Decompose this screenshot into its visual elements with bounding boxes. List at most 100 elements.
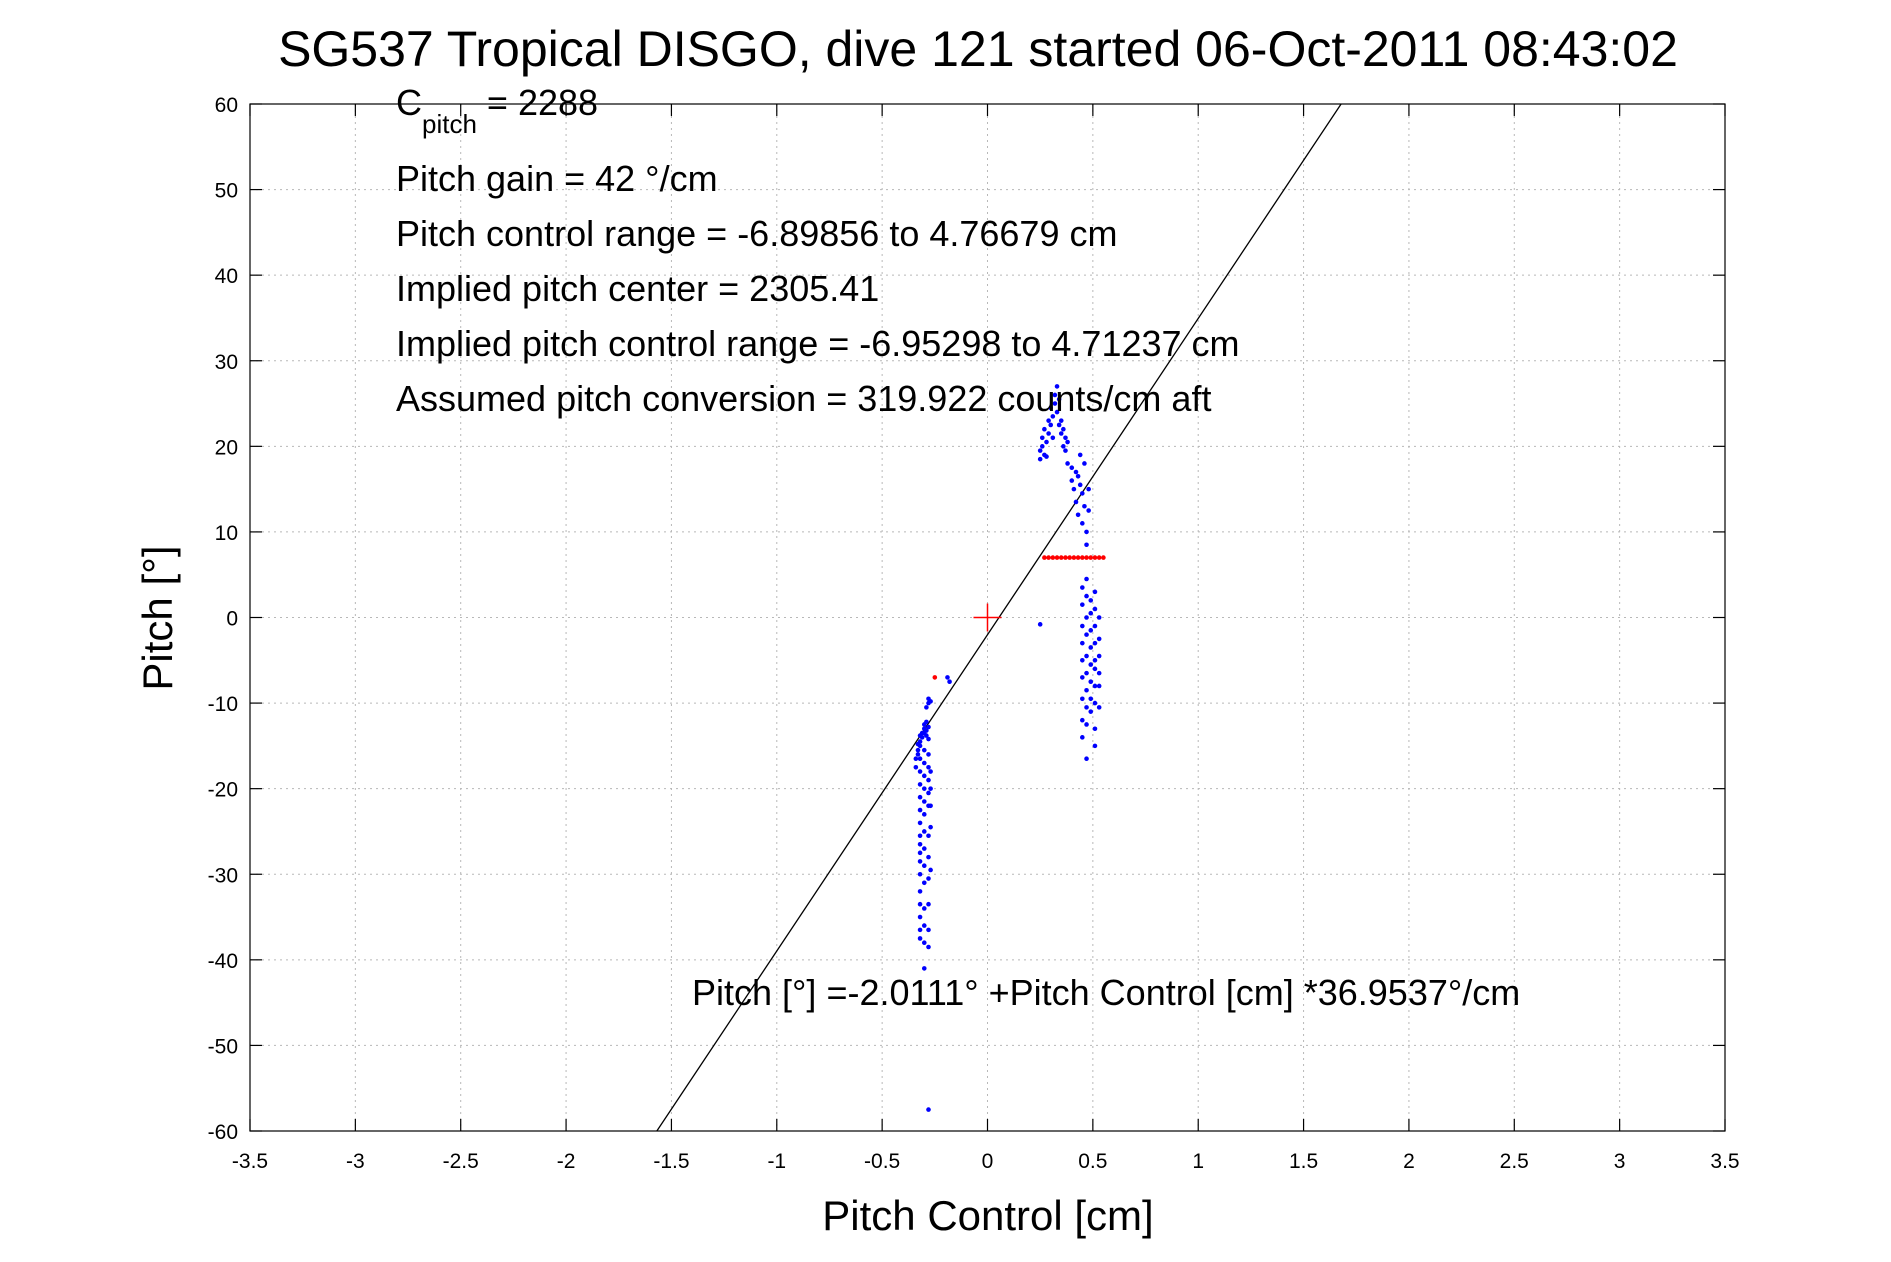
data-point [1067, 555, 1072, 560]
data-point [1046, 431, 1051, 436]
data-point [917, 936, 923, 941]
data-point [1054, 555, 1060, 560]
x-tick-label: 1 [1192, 1150, 1204, 1173]
y-tick-label: -50 [208, 1035, 238, 1058]
c-pitch-value: = 2288 [477, 82, 598, 123]
y-tick-labels: -60 -50 -40 -30 -20 -10 0 10 20 30 40 50 60 [208, 94, 238, 1144]
data-point [1042, 426, 1047, 432]
data-point [932, 675, 938, 680]
data-point [917, 914, 923, 920]
data-point [917, 794, 923, 800]
x-tick-label: -2 [557, 1150, 576, 1173]
y-tick-label: -40 [208, 950, 238, 973]
data-point [1080, 521, 1085, 526]
data-point [917, 782, 923, 787]
data-point [1082, 503, 1087, 509]
data-point [924, 733, 929, 738]
data-point [1092, 726, 1098, 732]
data-point [1065, 461, 1070, 466]
data-point [921, 880, 927, 886]
data-point [1075, 555, 1081, 560]
x-tick-label: 0 [982, 1150, 994, 1173]
data-point [1088, 696, 1094, 702]
fit-equation-annotation: Pitch [°] =-2.0111° +Pitch Control [cm] … [692, 972, 1520, 1013]
data-point [924, 728, 929, 733]
data-point [928, 824, 933, 830]
data-point [1080, 640, 1085, 646]
y-tick-label: 30 [215, 351, 238, 374]
data-point [915, 747, 921, 753]
data-point [1092, 700, 1098, 706]
data-point [947, 679, 952, 684]
data-point [1042, 555, 1047, 560]
data-point [915, 752, 921, 757]
x-tick-label: 0.5 [1078, 1150, 1107, 1173]
data-point [1071, 555, 1077, 560]
data-point [1080, 585, 1085, 590]
data-point [924, 705, 929, 710]
data-point [1073, 469, 1079, 475]
data-point [1061, 444, 1066, 449]
data-point [926, 854, 931, 860]
data-point [926, 777, 931, 783]
data-point [1080, 491, 1085, 496]
data-point [917, 807, 923, 813]
data-point [1050, 414, 1056, 419]
data-point [1080, 717, 1085, 723]
data-point [1056, 396, 1062, 402]
data-point [1084, 632, 1089, 637]
data-point [1080, 602, 1085, 607]
data-point [926, 833, 931, 839]
c-pitch-subscript: pitch [422, 109, 477, 139]
data-point [1096, 653, 1102, 659]
data-point [926, 764, 931, 770]
data-point [1080, 555, 1085, 560]
data-point [1088, 662, 1094, 667]
data-point [1086, 486, 1091, 492]
x-tick-label: -1.5 [653, 1150, 689, 1173]
data-point [921, 760, 927, 766]
x-tick-labels: -3.5 -3 -2.5 -2 -1.5 -1 -0.5 0 0.5 1 1.5 2 2.5 3 3.5 [232, 1150, 1740, 1173]
y-tick-label: 20 [215, 436, 238, 459]
data-point [1084, 529, 1089, 535]
y-tick-label: 10 [215, 522, 238, 545]
data-point [1092, 555, 1098, 560]
data-point [917, 841, 923, 847]
data-point [1050, 435, 1056, 441]
data-point [926, 752, 931, 757]
data-point [1065, 439, 1070, 445]
data-point [921, 923, 927, 928]
data-point [945, 675, 950, 680]
data-point [928, 699, 933, 704]
y-tick-label: 60 [215, 94, 238, 117]
data-point [1096, 670, 1102, 676]
y-tick-label: -60 [208, 1121, 238, 1144]
data-point [1084, 542, 1089, 548]
data-point [917, 733, 923, 738]
x-tick-label: -0.5 [864, 1150, 900, 1173]
chart-title: SG537 Tropical DISGO, dive 121 started 0… [278, 21, 1678, 77]
data-point [921, 863, 927, 868]
data-point [1054, 409, 1060, 415]
data-point [1039, 444, 1045, 449]
data-point [921, 966, 927, 971]
data-point [1069, 478, 1075, 483]
data-point [928, 867, 933, 873]
data-point [926, 944, 931, 950]
y-tick-label: -30 [208, 864, 238, 887]
data-point [915, 741, 921, 747]
data-point [917, 889, 923, 894]
c-pitch-letter: C [396, 82, 422, 123]
y-tick-label: -10 [208, 693, 238, 716]
data-point [1077, 482, 1083, 488]
data-point [1048, 422, 1054, 428]
data-point [1092, 683, 1098, 689]
data-point [917, 769, 923, 774]
implied-pitch-control-range-annotation: Implied pitch control range = -6.95298 t… [396, 323, 1240, 364]
data-point [1063, 448, 1068, 453]
pitch-gain-annotation: Pitch gain = 42 °/cm [396, 158, 718, 199]
data-point [1096, 555, 1102, 560]
data-point [1044, 454, 1049, 459]
data-point [921, 906, 927, 911]
data-point [1084, 705, 1089, 710]
